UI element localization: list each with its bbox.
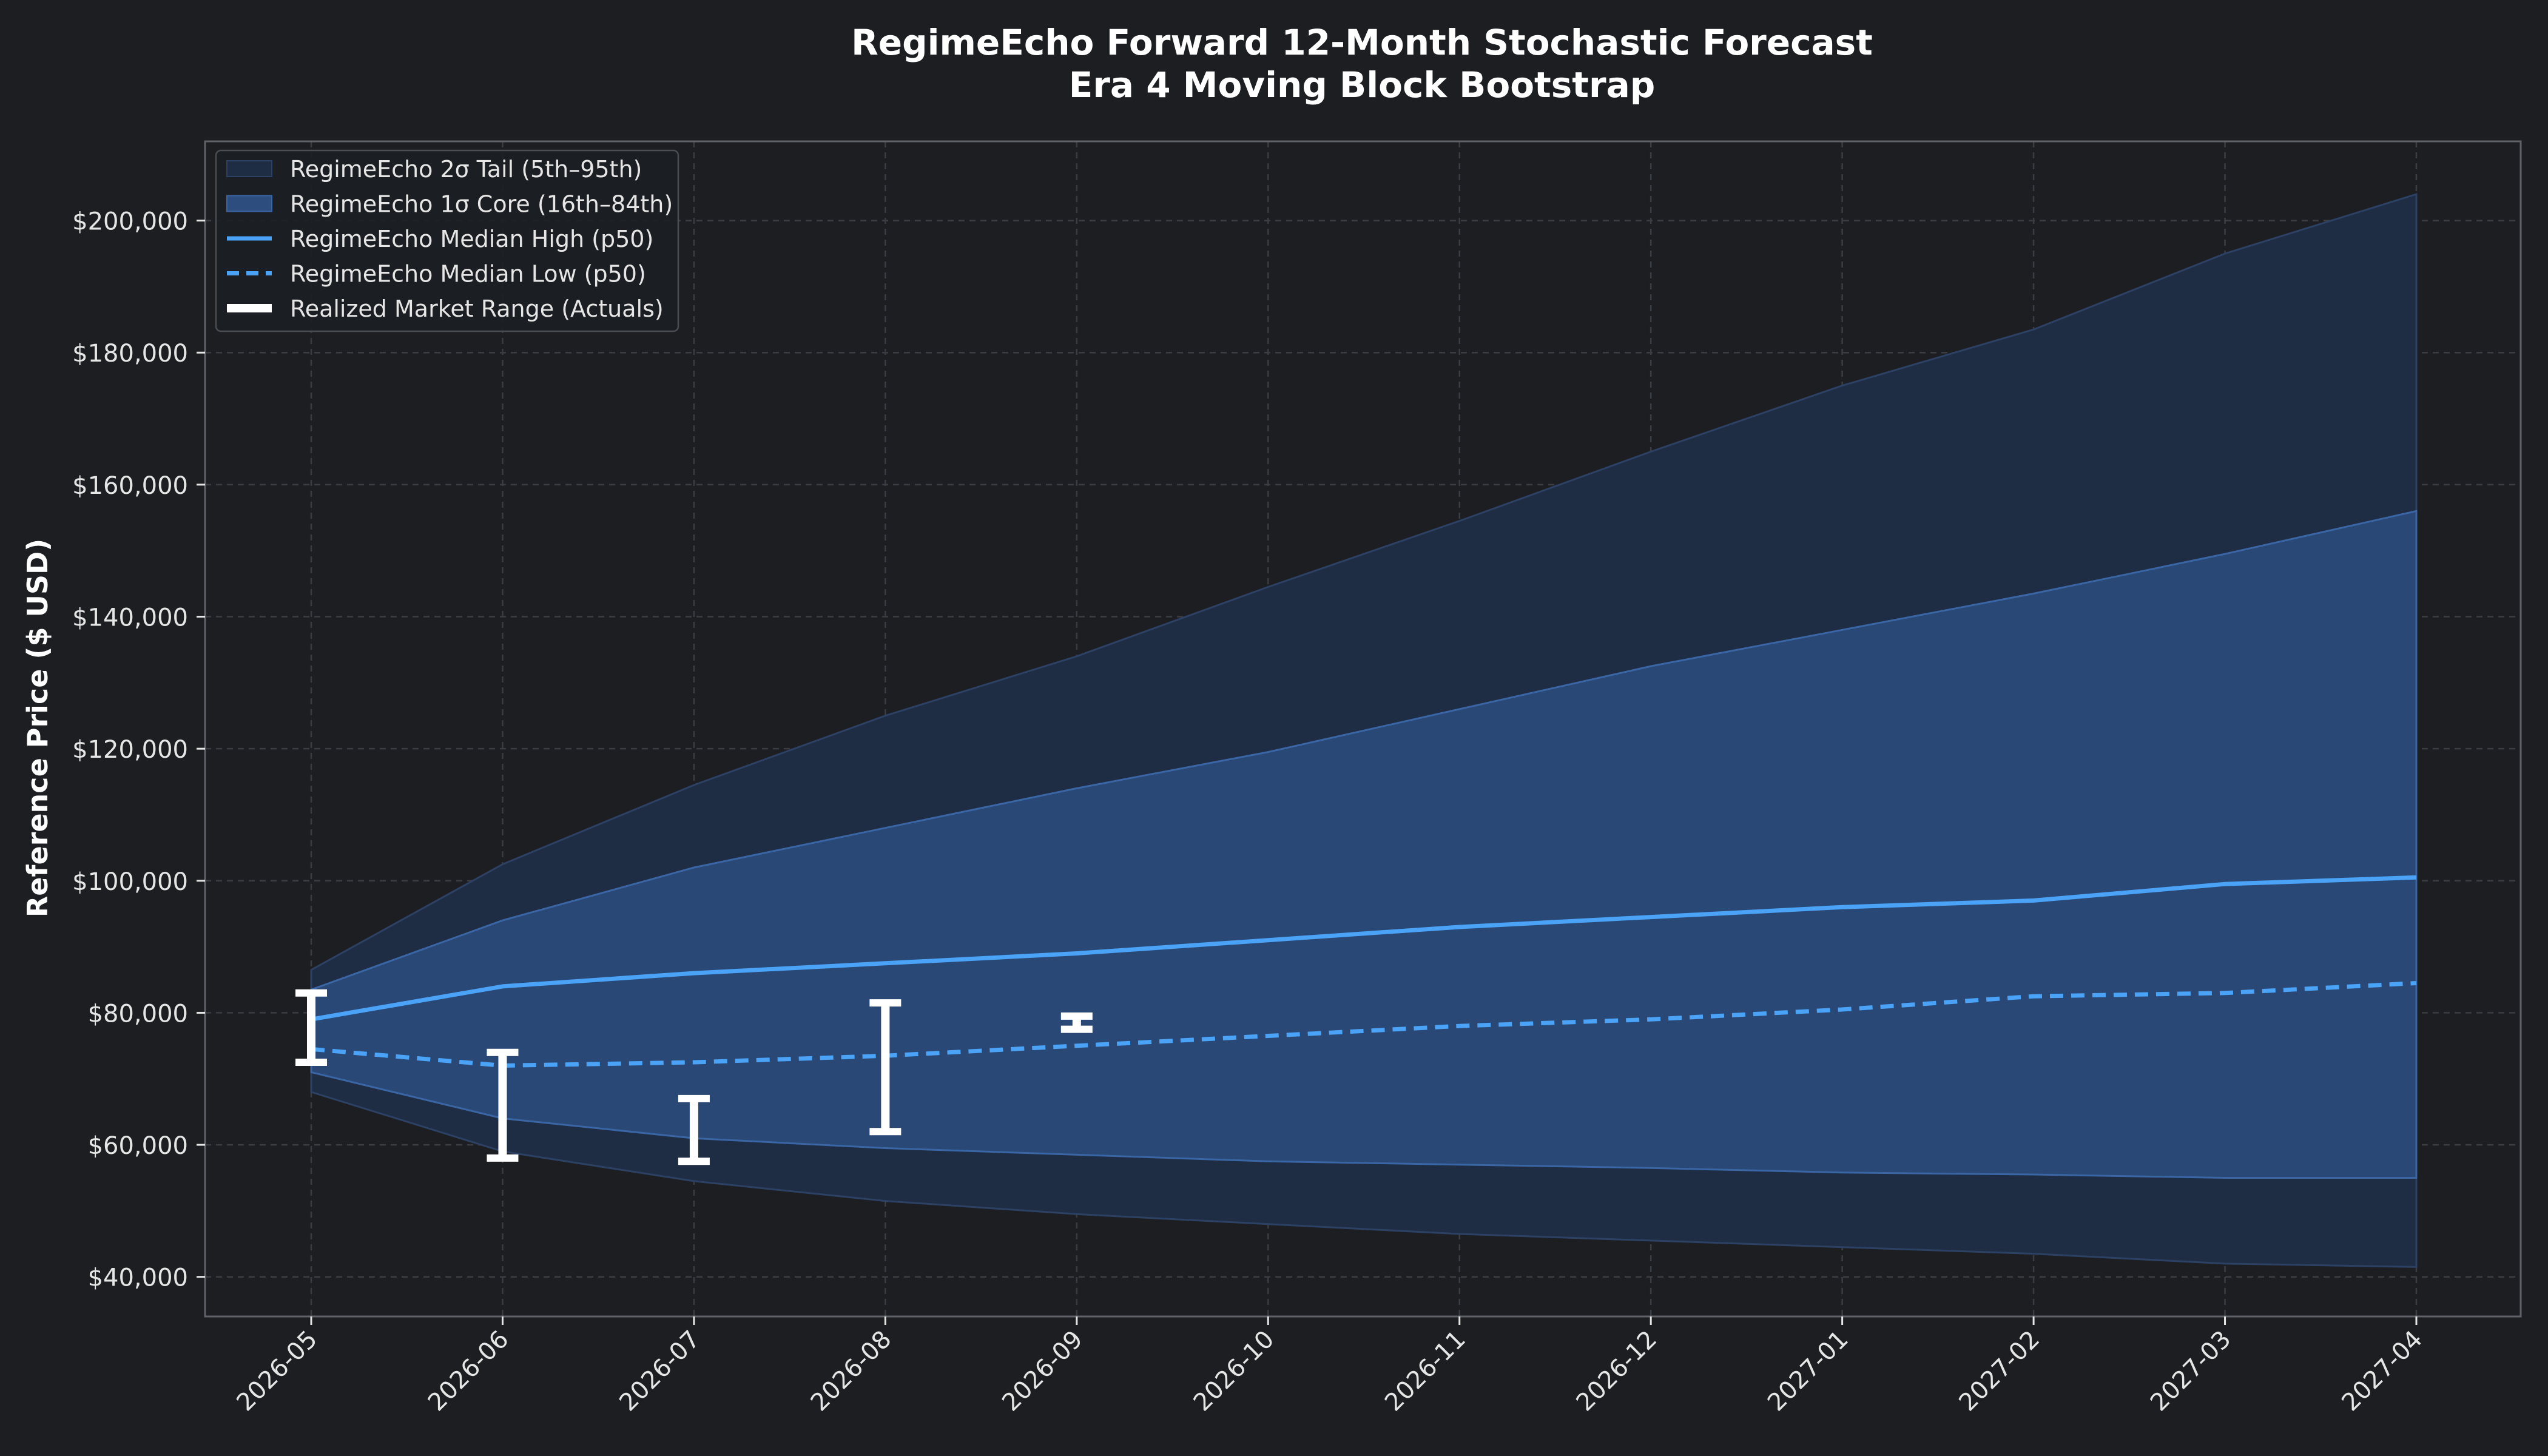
actual-range-bar bbox=[678, 1094, 710, 1165]
actual-range-bar bbox=[1060, 1012, 1093, 1033]
chart-subtitle: Era 4 Moving Block Bootstrap bbox=[1069, 64, 1656, 106]
y-tick-label: $60,000 bbox=[88, 1132, 188, 1160]
y-tick-label: $80,000 bbox=[88, 1000, 188, 1028]
legend-swatch-tail bbox=[226, 160, 272, 177]
plot-area: $40,000 $60,000 $80,000 $100,000 $120,000 $14… bbox=[72, 140, 2522, 1417]
y-tick-label: $200,000 bbox=[72, 208, 188, 236]
actual-range-bar bbox=[295, 989, 327, 1067]
y-axis-label: Reference Price ($ USD) bbox=[21, 539, 54, 917]
legend: RegimeEcho 2σ Tail (5th–95th) RegimeEcho … bbox=[215, 149, 679, 332]
legend-swatch-core bbox=[226, 195, 272, 212]
actual-range-bar bbox=[487, 1048, 519, 1162]
legend-label: RegimeEcho 2σ Tail (5th–95th) bbox=[290, 156, 642, 183]
y-tick-label: $160,000 bbox=[72, 472, 188, 500]
y-tick-label: $140,000 bbox=[72, 604, 188, 632]
median-high-line bbox=[311, 875, 2417, 1022]
core-band bbox=[310, 510, 2418, 1179]
axes-border bbox=[204, 140, 2522, 1318]
legend-label: RegimeEcho 1σ Core (16th–84th) bbox=[290, 191, 673, 218]
median-low-line bbox=[311, 981, 2417, 1068]
actual-range-bar bbox=[869, 999, 902, 1136]
legend-box bbox=[215, 149, 679, 332]
chart-title: RegimeEcho Forward 12-Month Stochastic F… bbox=[851, 22, 1873, 63]
legend-label: RegimeEcho Median Low (p50) bbox=[290, 261, 646, 288]
legend-label: RegimeEcho Median High (p50) bbox=[290, 226, 653, 252]
legend-label: Realized Market Range (Actuals) bbox=[290, 295, 664, 322]
y-tick-label: $180,000 bbox=[72, 340, 188, 368]
y-tick-label: $100,000 bbox=[72, 868, 188, 896]
y-tick-label: $120,000 bbox=[72, 736, 188, 764]
y-tick-label: $40,000 bbox=[88, 1264, 188, 1292]
